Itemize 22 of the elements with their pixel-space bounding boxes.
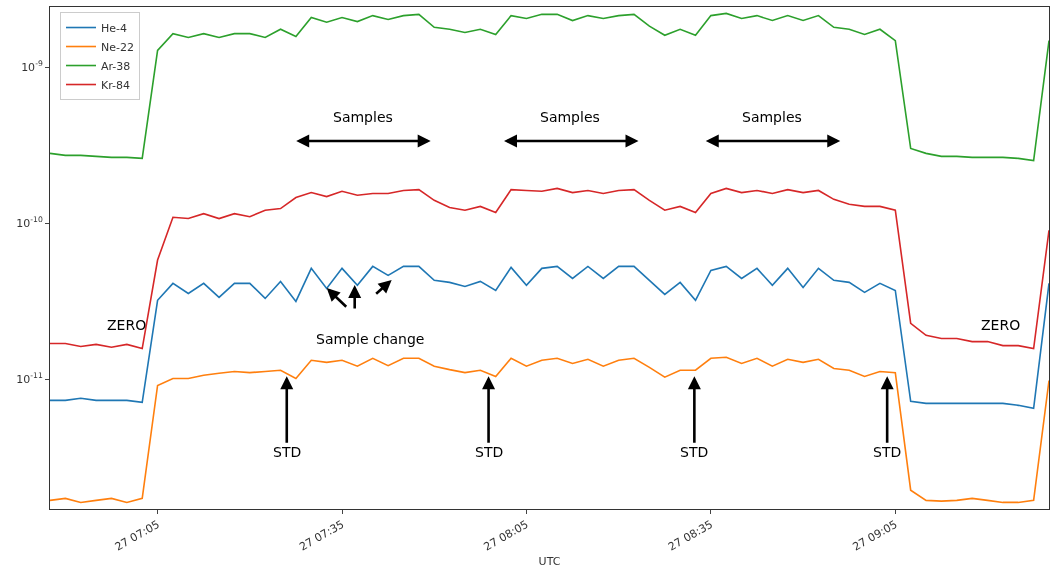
line-series [50, 356, 1049, 504]
legend-label: He-4 [100, 21, 128, 35]
annotation: STD [680, 444, 709, 460]
annotation: STD [475, 444, 504, 460]
line-series [50, 265, 1049, 410]
line-series [50, 12, 1049, 162]
legend-label: Kr-84 [100, 78, 130, 92]
annotation: ZERO [107, 317, 147, 333]
annotation: Samples [742, 109, 802, 125]
line-series [50, 187, 1049, 350]
annotation: STD [273, 444, 302, 460]
y-tick-label: 10$^{-10}$ [16, 215, 43, 230]
annotation: STD [873, 444, 902, 460]
legend-label: Ne-22 [100, 40, 134, 54]
annotation: Sample change [316, 331, 425, 347]
annotation: ZERO [981, 317, 1021, 333]
y-tick-label: 10$^{-11}$ [16, 371, 43, 386]
annotation: Samples [540, 109, 600, 125]
annotation: Samples [333, 109, 393, 125]
legend-label: Ar-38 [100, 59, 131, 73]
x-axis-title: UTC [538, 554, 561, 568]
y-tick-label: 10$^{-9}$ [21, 59, 43, 74]
